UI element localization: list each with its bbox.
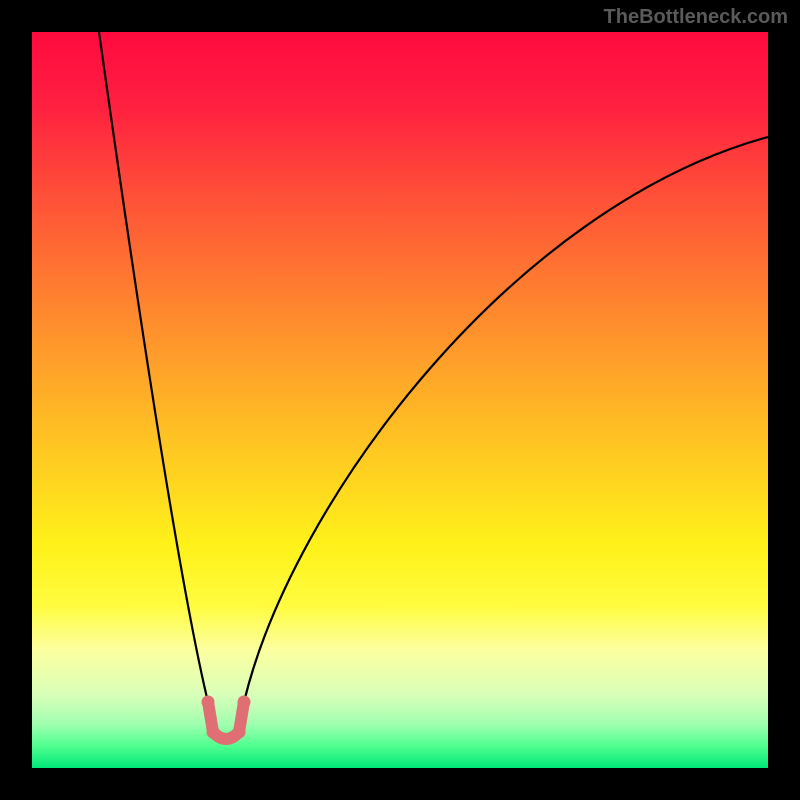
curve-right-branch (244, 137, 768, 702)
chart-curve-layer (32, 32, 768, 768)
bottleneck-chart (32, 32, 768, 768)
watermark-text: TheBottleneck.com (604, 6, 788, 29)
trough-marker-left (202, 696, 215, 709)
trough-marker-bottom-left (207, 726, 220, 739)
curve-left-branch (99, 32, 208, 702)
trough-marker-right (238, 696, 251, 709)
trough-marker-bottom-right (233, 726, 246, 739)
